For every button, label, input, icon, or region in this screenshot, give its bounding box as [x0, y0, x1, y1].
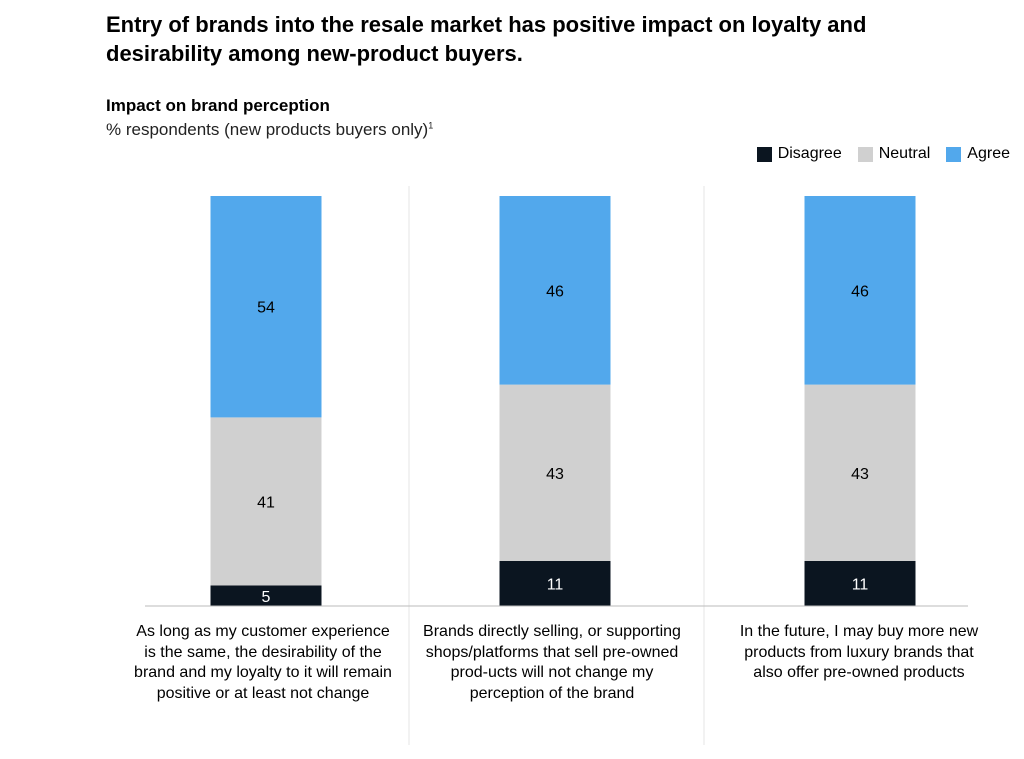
bar-neutral-3 [804, 384, 916, 561]
legend-label-neutral: Neutral [878, 145, 931, 162]
chart-title: Entry of brands into the resale market h… [106, 12, 867, 66]
legend-swatch-agree [946, 146, 962, 162]
legend-item-neutral: Neutral [857, 145, 931, 163]
legend: Disagree Neutral Agree [756, 145, 1010, 163]
bar-neutral-2 [499, 384, 611, 561]
bar-disagree-2 [499, 560, 611, 606]
legend-swatch-neutral [857, 146, 873, 162]
data-label-disagree-3: 11 [852, 576, 869, 593]
chart-subtitle: Impact on brand perception [106, 96, 330, 115]
legend-label-disagree: Disagree [777, 145, 842, 162]
category-label-1: As long as my customer experience is the… [134, 623, 392, 702]
unit-text: % respondents (new products buyers only) [106, 120, 429, 139]
category-label-2: Brands directly selling, or supporting s… [423, 623, 681, 702]
data-label-agree-3: 46 [851, 283, 869, 300]
data-label-disagree-1: 5 [262, 589, 271, 606]
bar-agree-2 [499, 196, 611, 385]
category-label-3: In the future, I may buy more new produc… [739, 623, 979, 681]
bar-neutral-1 [210, 417, 322, 586]
bar-agree-1 [210, 196, 322, 418]
legend-swatch-disagree [756, 146, 772, 162]
legend-item-agree: Agree [946, 145, 1010, 163]
data-label-agree-2: 46 [546, 283, 564, 300]
legend-label-agree: Agree [967, 145, 1010, 162]
bar-disagree-1 [210, 585, 322, 606]
bar-agree-3 [804, 196, 916, 385]
data-label-disagree-2: 11 [547, 576, 564, 593]
data-label-neutral-2: 43 [546, 466, 564, 483]
data-label-neutral-3: 43 [851, 466, 869, 483]
bar-disagree-3 [804, 560, 916, 606]
footnote-marker: 1 [428, 120, 434, 131]
legend-item-disagree: Disagree [756, 145, 842, 163]
data-label-agree-1: 54 [257, 300, 275, 317]
unit-label: % respondents (new products buyers only)… [106, 120, 433, 140]
data-label-neutral-1: 41 [257, 494, 275, 511]
